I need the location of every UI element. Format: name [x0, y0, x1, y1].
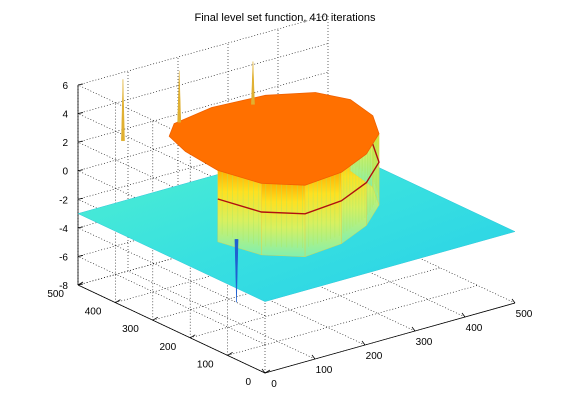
surface-spike [251, 61, 255, 105]
y-tick-mark [152, 316, 159, 321]
z-tick-mark [77, 255, 84, 257]
x-axis-line [264, 302, 516, 374]
surface-spike [121, 79, 125, 142]
z-tick-mark [77, 226, 84, 229]
y-tick-label: 400 [85, 307, 102, 318]
grid-line [190, 267, 441, 339]
z-tick-mark [77, 140, 84, 143]
surface-plateau [168, 92, 380, 186]
grid-line [77, 43, 329, 114]
y-tick-label: 300 [122, 324, 139, 335]
z-tick-label: -6 [59, 252, 68, 263]
z-tick-label: -4 [59, 224, 68, 235]
y-tick-mark [189, 334, 196, 339]
surface-wall [217, 170, 262, 256]
x-tick-label: 500 [516, 309, 533, 320]
y-tick-label: 100 [197, 359, 214, 370]
y-tick-mark [115, 299, 121, 303]
surface-wall [304, 172, 342, 257]
chart-title: Final level set function, 410 iterations [195, 12, 376, 24]
x-tick-mark [461, 312, 466, 318]
x-tick-mark [511, 298, 516, 304]
x-tick-label: 300 [416, 337, 433, 348]
x-tick-label: 400 [466, 323, 483, 334]
z-tick-label: 2 [62, 138, 68, 149]
z-tick-label: -2 [59, 195, 68, 206]
zero-contour [217, 127, 380, 215]
y-tick-label: 500 [47, 289, 64, 300]
x-tick-mark [411, 326, 416, 332]
z-tick-label: 6 [62, 81, 68, 92]
y-tick-label: 200 [160, 342, 177, 353]
grid-line [227, 285, 478, 356]
z-tick-mark [77, 83, 84, 86]
y-tick-mark [227, 352, 233, 356]
surface-spike [234, 239, 239, 303]
z-tick-label: 0 [62, 167, 68, 178]
x-tick-label: 200 [366, 351, 383, 362]
z-tick-mark [77, 112, 84, 114]
z-tick-mark [77, 169, 84, 172]
y-tick-mark [264, 369, 271, 374]
tick-labels: -8 -6 -4 -2 0 2 4 6 0 100 200 300 400 500 0 100 200 300 40… [47, 81, 532, 390]
surface-spike [177, 70, 182, 123]
x-tick-mark [311, 354, 316, 360]
y-tick-label: 0 [245, 377, 251, 388]
x-tick-mark [361, 340, 366, 346]
surface-wall [261, 183, 306, 257]
surface [77, 61, 516, 303]
z-tick-label: 4 [62, 110, 68, 121]
x-tick-label: 100 [316, 365, 333, 376]
z-tick-mark [77, 197, 84, 200]
y-tick-mark [77, 281, 84, 286]
x-tick-mark [261, 368, 266, 374]
z-tick-label: -8 [59, 281, 68, 292]
grid-line [77, 14, 329, 86]
x-tick-label: 0 [271, 379, 277, 390]
y-axis-line [77, 284, 266, 374]
grid-line [77, 71, 329, 143]
